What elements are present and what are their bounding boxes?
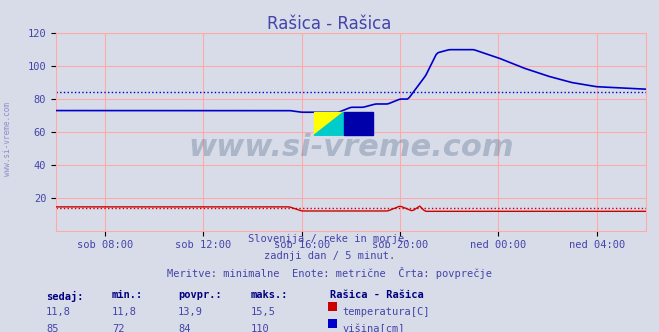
Polygon shape [314, 112, 343, 135]
Text: temperatura[C]: temperatura[C] [343, 307, 430, 317]
Text: sedaj:: sedaj: [46, 290, 84, 301]
Polygon shape [314, 112, 343, 135]
Text: Rašica - Rašica: Rašica - Rašica [268, 15, 391, 33]
Text: 72: 72 [112, 324, 125, 332]
Text: 11,8: 11,8 [46, 307, 71, 317]
Text: 110: 110 [250, 324, 269, 332]
Text: min.:: min.: [112, 290, 143, 300]
Text: 11,8: 11,8 [112, 307, 137, 317]
Text: povpr.:: povpr.: [178, 290, 221, 300]
Text: 85: 85 [46, 324, 59, 332]
Text: Slovenija / reke in morje.: Slovenija / reke in morje. [248, 234, 411, 244]
Text: 15,5: 15,5 [250, 307, 275, 317]
Bar [343, 112, 373, 135]
Text: 84: 84 [178, 324, 190, 332]
Text: 13,9: 13,9 [178, 307, 203, 317]
Text: Rašica - Rašica: Rašica - Rašica [330, 290, 423, 300]
Text: www.si-vreme.com: www.si-vreme.com [188, 133, 514, 162]
Text: Meritve: minimalne  Enote: metrične  Črta: povprečje: Meritve: minimalne Enote: metrične Črta:… [167, 267, 492, 279]
Text: višina[cm]: višina[cm] [343, 324, 405, 332]
Text: www.si-vreme.com: www.si-vreme.com [3, 103, 13, 176]
Text: maks.:: maks.: [250, 290, 288, 300]
Text: zadnji dan / 5 minut.: zadnji dan / 5 minut. [264, 251, 395, 261]
